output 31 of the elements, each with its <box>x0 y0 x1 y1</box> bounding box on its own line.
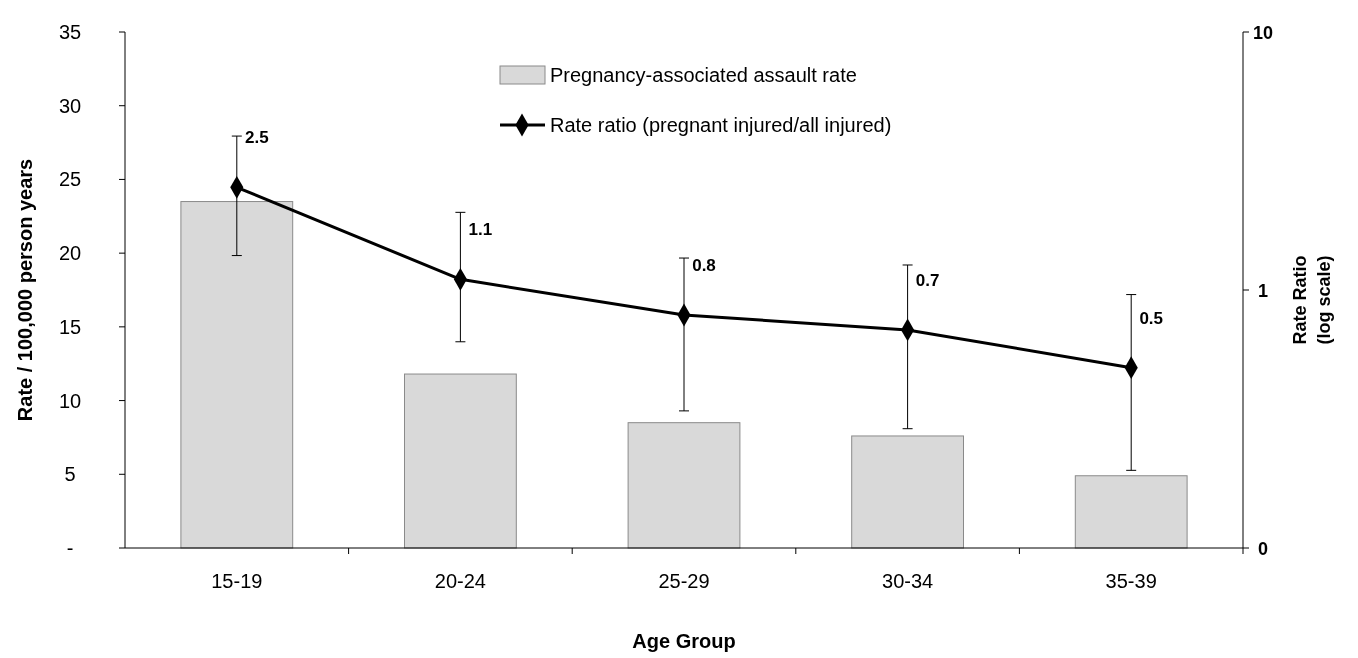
bar <box>1074 475 1188 549</box>
y-tick-label: 20 <box>58 242 82 265</box>
x-tick-label: 15-19 <box>211 570 263 592</box>
y-tick-label: 35 <box>58 21 82 43</box>
x-axis-title: Age Group <box>632 630 736 652</box>
bar <box>627 422 741 549</box>
x-tick-label: 20-24 <box>434 570 486 592</box>
y-tick-label: 30 <box>58 94 82 117</box>
y2-tick-label: 0 <box>1257 539 1269 559</box>
bar <box>180 201 294 549</box>
y2-tick-label: 1 <box>1257 281 1269 301</box>
data-label: 1.1 <box>468 220 493 240</box>
bar <box>851 435 964 549</box>
y-tick-label: 10 <box>58 389 82 412</box>
data-label: 0.7 <box>915 270 940 290</box>
y-axis-title: Rate / 100,000 person years <box>14 158 36 422</box>
y-tick-label: 25 <box>58 168 82 191</box>
y2-tick-label: 10 <box>1252 23 1274 43</box>
y2-axis-title: Rate Ratio (log scale) <box>1290 255 1334 345</box>
y-tick-label: 5 <box>64 463 76 486</box>
y-tick-label: 15 <box>58 315 82 338</box>
x-tick-label: 25-29 <box>658 570 710 592</box>
legend-label: Rate ratio (pregnant injured/all injured) <box>550 114 892 136</box>
data-label: 0.5 <box>1139 308 1164 328</box>
legend-label: Pregnancy-associated assault rate <box>550 64 857 86</box>
bar <box>404 373 517 549</box>
data-label: 0.8 <box>692 256 716 275</box>
y-tick-label: - <box>66 537 74 559</box>
data-label: 2.5 <box>244 128 269 148</box>
x-tick-label: 35-39 <box>1105 570 1157 592</box>
x-tick-label: 30-34 <box>882 570 934 592</box>
